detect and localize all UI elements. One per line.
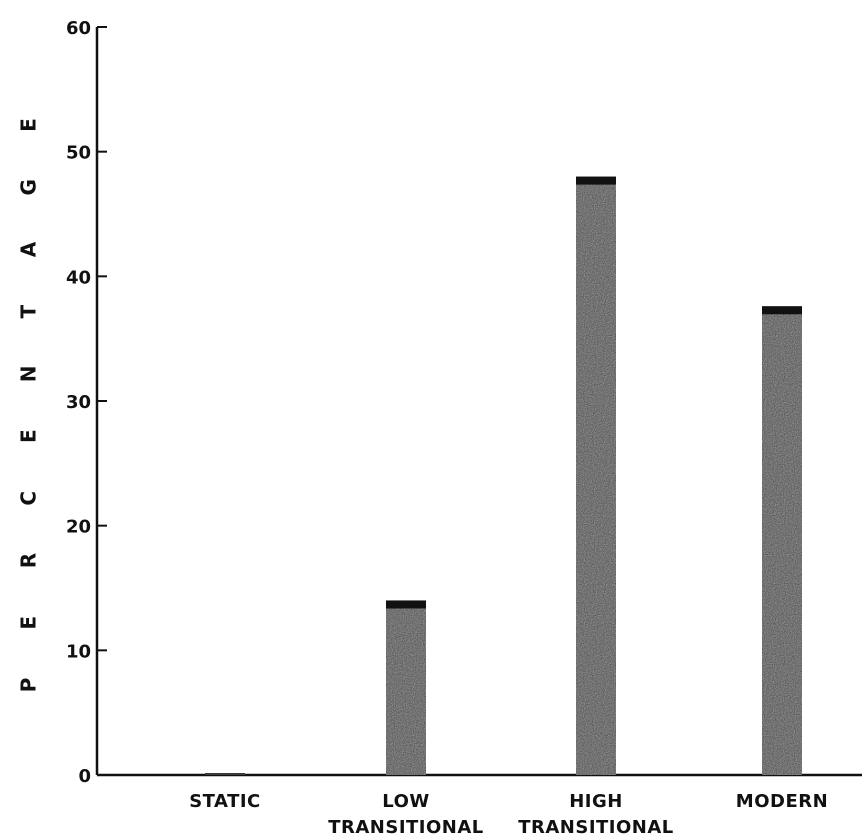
bar	[205, 773, 245, 775]
y-axis-label-letter: E	[17, 616, 41, 630]
y-axis-label-letter: R	[17, 553, 41, 568]
y-tick-label: 60	[66, 18, 91, 39]
y-axis-label-letter: E	[17, 429, 41, 443]
y-axis-label-letter: G	[17, 179, 41, 195]
y-axis-label-letter: E	[17, 118, 41, 132]
bar-top-cap	[386, 600, 426, 609]
bar	[386, 600, 426, 775]
bar	[576, 176, 616, 776]
x-category-label: HIGH TRANSITIONAL	[518, 791, 674, 838]
y-tick-label: 50	[66, 143, 91, 164]
x-category-label: LOW TRANSITIONAL	[328, 791, 484, 838]
y-axis-label-letter: N	[17, 366, 41, 383]
y-tick-label: 20	[66, 517, 91, 538]
y-axis-label-letter: A	[17, 241, 41, 257]
x-category-label: MODERN	[736, 791, 828, 812]
y-axis-ticks: 0 10 20 30 40 50 60	[66, 18, 107, 787]
bars	[205, 176, 802, 776]
x-category-label: STATIC	[189, 791, 261, 812]
y-tick-label: 40	[66, 267, 91, 288]
y-axis-label-letter: P	[17, 678, 41, 693]
y-axis-label-letter: C	[17, 491, 41, 506]
y-tick-label: 0	[78, 766, 91, 787]
bar-top-cap	[576, 176, 616, 185]
bar	[762, 306, 802, 775]
bar-top-cap	[762, 306, 802, 315]
y-axis-label-letter: T	[17, 304, 41, 318]
y-tick-label: 10	[66, 641, 91, 662]
x-axis-category-labels: STATIC LOW TRANSITIONAL HIGH TRANSITIONAL MOD…	[189, 791, 828, 838]
y-tick-label: 30	[66, 392, 91, 413]
y-axis-label: P E R C E N T A G E	[17, 118, 41, 692]
